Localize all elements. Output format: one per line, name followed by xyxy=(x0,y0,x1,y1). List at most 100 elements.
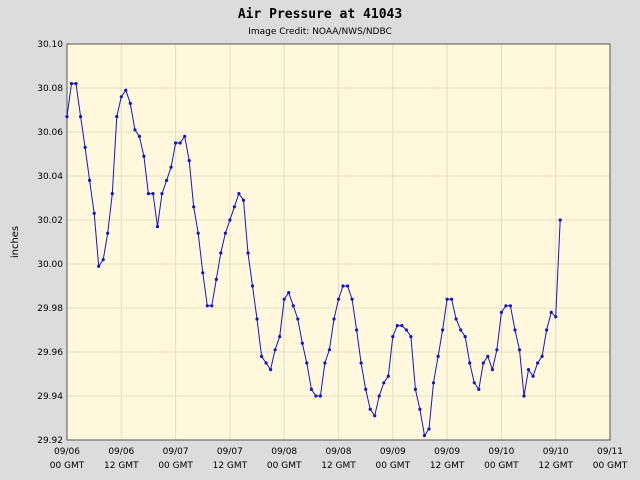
x-tick-time: 00 GMT xyxy=(267,461,302,471)
data-point xyxy=(92,211,96,215)
data-point xyxy=(459,328,463,332)
data-point xyxy=(146,192,150,196)
y-tick-label: 30.06 xyxy=(37,128,63,138)
data-point xyxy=(373,414,377,418)
data-point xyxy=(355,328,359,332)
data-point xyxy=(264,361,268,365)
data-point xyxy=(282,297,286,301)
data-point xyxy=(124,88,128,92)
data-point xyxy=(169,165,173,169)
data-point xyxy=(246,251,250,255)
x-tick-time: 12 GMT xyxy=(213,461,248,471)
x-tick-date: 09/07 xyxy=(217,447,243,457)
x-tick-date: 09/06 xyxy=(108,447,134,457)
data-point xyxy=(400,324,404,328)
x-tick-time: 00 GMT xyxy=(593,461,628,471)
x-tick-time: 12 GMT xyxy=(104,461,139,471)
data-point xyxy=(549,310,553,314)
data-point xyxy=(513,328,517,332)
data-point xyxy=(364,387,368,391)
data-point xyxy=(468,361,472,365)
y-tick-label: 30.04 xyxy=(37,172,63,182)
data-point xyxy=(504,304,508,308)
x-tick-time: 12 GMT xyxy=(430,461,465,471)
x-tick-time: 00 GMT xyxy=(50,461,85,471)
y-tick-label: 30.00 xyxy=(37,260,63,270)
data-point xyxy=(97,264,101,268)
data-point xyxy=(192,205,196,209)
data-point xyxy=(454,317,458,321)
data-point xyxy=(309,387,313,391)
data-point xyxy=(359,361,363,365)
data-point xyxy=(346,284,350,288)
data-point xyxy=(450,297,454,301)
data-point xyxy=(83,145,87,149)
y-tick-label: 30.02 xyxy=(37,216,63,226)
data-point xyxy=(250,284,255,288)
data-point xyxy=(101,258,105,262)
data-point xyxy=(526,368,531,372)
data-point xyxy=(278,335,282,339)
x-tick-time: 12 GMT xyxy=(321,461,356,471)
data-point xyxy=(187,159,191,163)
x-tick-time: 12 GMT xyxy=(538,461,573,471)
data-point xyxy=(441,328,445,332)
x-tick-date: 09/07 xyxy=(163,447,189,457)
data-point xyxy=(273,348,277,352)
data-point xyxy=(269,368,273,372)
data-point xyxy=(481,361,485,365)
x-tick-time: 00 GMT xyxy=(376,461,411,471)
data-point xyxy=(395,324,399,328)
data-point xyxy=(219,251,223,255)
data-point xyxy=(431,381,436,385)
x-tick-date: 09/11 xyxy=(597,447,623,457)
data-point xyxy=(133,128,137,132)
data-point xyxy=(79,115,83,119)
image-credit: Image Credit: NOAA/NWS/NDBC xyxy=(248,27,392,37)
data-point xyxy=(554,315,558,319)
data-point xyxy=(174,141,178,145)
data-point xyxy=(413,387,417,391)
data-point xyxy=(490,368,494,372)
data-point xyxy=(463,335,467,339)
data-point xyxy=(201,271,205,275)
data-point xyxy=(418,407,422,411)
data-point xyxy=(155,225,160,229)
y-tick-label: 29.94 xyxy=(37,392,63,402)
chart-title: Air Pressure at 41043 xyxy=(238,7,402,22)
data-point xyxy=(377,394,381,398)
y-tick-label: 30.08 xyxy=(37,84,63,94)
data-point xyxy=(65,115,69,119)
data-point xyxy=(540,354,544,358)
data-point xyxy=(386,374,390,378)
x-tick-time: 00 GMT xyxy=(158,461,193,471)
data-point xyxy=(74,82,78,86)
data-point xyxy=(508,304,512,308)
data-point xyxy=(427,427,431,431)
data-point xyxy=(142,154,146,158)
data-point xyxy=(517,348,522,352)
data-point xyxy=(323,361,327,365)
data-point xyxy=(255,317,259,321)
data-point xyxy=(128,101,132,105)
data-point xyxy=(318,394,322,398)
data-point xyxy=(422,434,427,438)
data-point xyxy=(391,335,395,339)
data-point xyxy=(536,361,540,365)
y-axis-label: inches xyxy=(10,226,21,258)
data-point xyxy=(350,297,354,301)
data-point xyxy=(522,394,526,398)
data-point xyxy=(445,297,449,301)
data-point xyxy=(205,304,209,308)
data-point xyxy=(210,304,214,308)
data-point xyxy=(137,134,141,138)
data-point xyxy=(237,192,241,196)
data-point xyxy=(341,284,345,288)
data-point xyxy=(336,297,341,301)
data-point xyxy=(314,394,318,398)
y-tick-label: 30.10 xyxy=(37,40,63,50)
data-point xyxy=(119,95,123,99)
data-point xyxy=(558,218,562,222)
